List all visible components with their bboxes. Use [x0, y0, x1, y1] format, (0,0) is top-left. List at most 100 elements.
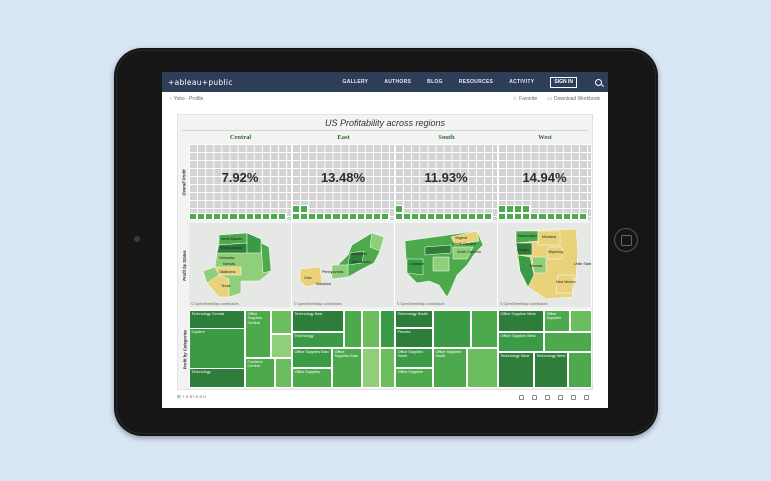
treemap-cell[interactable] [544, 332, 591, 352]
treemap-south[interactable]: Technology South Phones Office Supplies … [395, 310, 498, 388]
treemap-cell[interactable] [471, 310, 497, 348]
treemap-cell[interactable] [568, 352, 591, 388]
col-header-east: East [337, 134, 350, 141]
search-icon[interactable] [595, 78, 602, 86]
download-icon: ▭ [547, 96, 552, 102]
kpi-fill-cell [300, 212, 309, 220]
treemap-cell[interactable] [271, 334, 291, 358]
tableau-footer-logo[interactable]: ⊞ + a b l e a u [177, 394, 206, 399]
kpi-fill [498, 205, 591, 220]
treemap-cell[interactable]: Office Supplies South [433, 348, 467, 388]
col-header-central: Central [229, 134, 252, 141]
kpi-fill-cell [269, 212, 279, 220]
kpi-fill-cell [411, 212, 420, 220]
treemap-cell[interactable]: Office Supplies West [498, 332, 544, 352]
nav-menu: GALLERY AUTHORS BLOG RESOURCES ACTIVITY … [342, 76, 602, 88]
state-label: Oregon [517, 248, 529, 252]
central-states-shapes: North Dakota South Dakota Nebraska Kansa… [202, 232, 272, 298]
treemap-cell[interactable]: Office Supplies [292, 368, 332, 388]
kpi-value: 11.93% [424, 170, 468, 185]
viz-title: US Profitability across regions [324, 118, 446, 128]
favorite-button[interactable]: ☆ Favorite [513, 96, 538, 102]
row-label-text: Overall Profit [182, 168, 188, 196]
redo-icon[interactable] [532, 394, 537, 400]
kpi-fill-cell [506, 205, 515, 213]
kpi-east[interactable]: 13.48% [292, 144, 395, 220]
treemap-cell[interactable]: Office Supplies East [292, 348, 332, 368]
treemap-cell[interactable]: Office Supplies [395, 368, 433, 388]
treemap-cell[interactable] [570, 310, 591, 332]
map-central[interactable]: North Dakota South Dakota Nebraska Kansa… [189, 223, 292, 307]
treemap-cell[interactable]: Office Supplies East [332, 348, 362, 388]
treemap-east[interactable]: Technology East Technology Office Suppli… [292, 310, 395, 388]
treemap-cell[interactable] [362, 348, 380, 388]
treemap-cell[interactable]: Office Supplies South [395, 348, 433, 368]
front-camera [134, 236, 140, 242]
treemap-cell[interactable]: Furniture Central [245, 358, 275, 388]
top-navigation: +ableau+public GALLERY AUTHORS BLOG RESO… [162, 72, 608, 92]
kpi-west[interactable]: 14.94% [498, 144, 592, 220]
map-credit: © OpenStreetMap contributors [191, 302, 239, 306]
kpi-fill-cell [530, 212, 539, 220]
treemap-west[interactable]: Office Supplies West Office Supplies Off… [498, 310, 592, 388]
kpi-central[interactable]: 7.92% [189, 144, 292, 220]
treemap-cell[interactable] [380, 348, 394, 388]
state-label: Washington [518, 234, 537, 238]
kpi-fill-cell [237, 212, 246, 220]
back-label: Yoko - Profile [173, 96, 204, 102]
map-south[interactable]: Virginia North Carolina South Carolina L… [395, 223, 498, 307]
treemap-central[interactable]: Technology Central Copiers Technology Of… [189, 310, 292, 388]
state-label: North Dakota [221, 237, 242, 241]
nav-activity[interactable]: ACTIVITY [509, 79, 535, 85]
kpi-fill [189, 205, 287, 220]
treemap-cell[interactable] [380, 310, 394, 348]
treemap-cell[interactable]: Technology East [292, 310, 344, 332]
kpi-fill-cell [467, 212, 476, 220]
state-label: North Carolina [453, 242, 476, 246]
kpi-fill-cell [340, 212, 349, 220]
kpi-value: 7.92% [221, 170, 259, 185]
revert-icon[interactable] [545, 394, 550, 400]
treemap-cell[interactable]: Office Supplies West [498, 310, 544, 332]
state-label: South Carolina [457, 250, 481, 254]
treemap-cell[interactable]: Phones [395, 328, 433, 348]
treemap-cell[interactable] [344, 310, 362, 348]
tableau-public-logo[interactable]: +ableau+public [168, 77, 233, 87]
treemap-cell[interactable] [271, 310, 291, 334]
treemap-cell[interactable]: Office Supplies Central [245, 310, 271, 358]
treemap-cell[interactable] [467, 348, 497, 388]
map-east[interactable]: Pennsylvania New York Ohio New Jersey Ma… [292, 223, 395, 307]
treemap-cell[interactable] [275, 358, 291, 388]
share-icon[interactable] [558, 394, 563, 400]
kpi-fill-cell [546, 212, 555, 220]
nav-blog[interactable]: BLOG [427, 79, 443, 85]
kpi-fill-cell [435, 212, 444, 220]
nav-authors[interactable]: AUTHORS [384, 79, 412, 85]
comment-icon[interactable] [571, 394, 576, 400]
map-credit: © OpenStreetMap contributors [500, 302, 548, 306]
undo-icon[interactable] [519, 394, 524, 400]
kpi-south[interactable]: 11.93% [395, 144, 498, 220]
treemap-cell[interactable] [433, 310, 471, 348]
treemap-cell[interactable]: Technology South [395, 310, 433, 328]
kpi-fill-cell [300, 205, 309, 213]
back-to-profile-link[interactable]: ‹ Yoko - Profile [170, 96, 203, 102]
nav-resources[interactable]: RESOURCES [458, 79, 494, 85]
treemap-cell[interactable]: Technology West [534, 352, 568, 388]
west-states-shapes: Washington Oregon Montana Wyoming Nevada… [515, 228, 591, 300]
sign-in-button[interactable]: SIGN IN [550, 76, 577, 88]
state-label: Oklahoma [219, 270, 235, 274]
home-button[interactable] [614, 228, 638, 252]
treemap-cell[interactable]: Technology [189, 368, 245, 388]
treemap-cell[interactable]: Technology [292, 332, 344, 348]
treemap-cell[interactable] [362, 310, 380, 348]
state-label: Nebraska [219, 256, 234, 260]
col-header-west: West [538, 134, 552, 141]
chevron-left-icon: ‹ [170, 96, 172, 102]
treemap-cell[interactable]: Technology West [498, 352, 534, 388]
download-workbook-button[interactable]: ▭ Download Workbook [547, 96, 600, 102]
treemap-cell[interactable]: Office Supplies [544, 310, 570, 332]
nav-gallery[interactable]: GALLERY [342, 79, 369, 85]
fullscreen-icon[interactable] [584, 394, 589, 400]
map-west[interactable]: Washington Oregon Montana Wyoming Nevada… [498, 223, 592, 307]
